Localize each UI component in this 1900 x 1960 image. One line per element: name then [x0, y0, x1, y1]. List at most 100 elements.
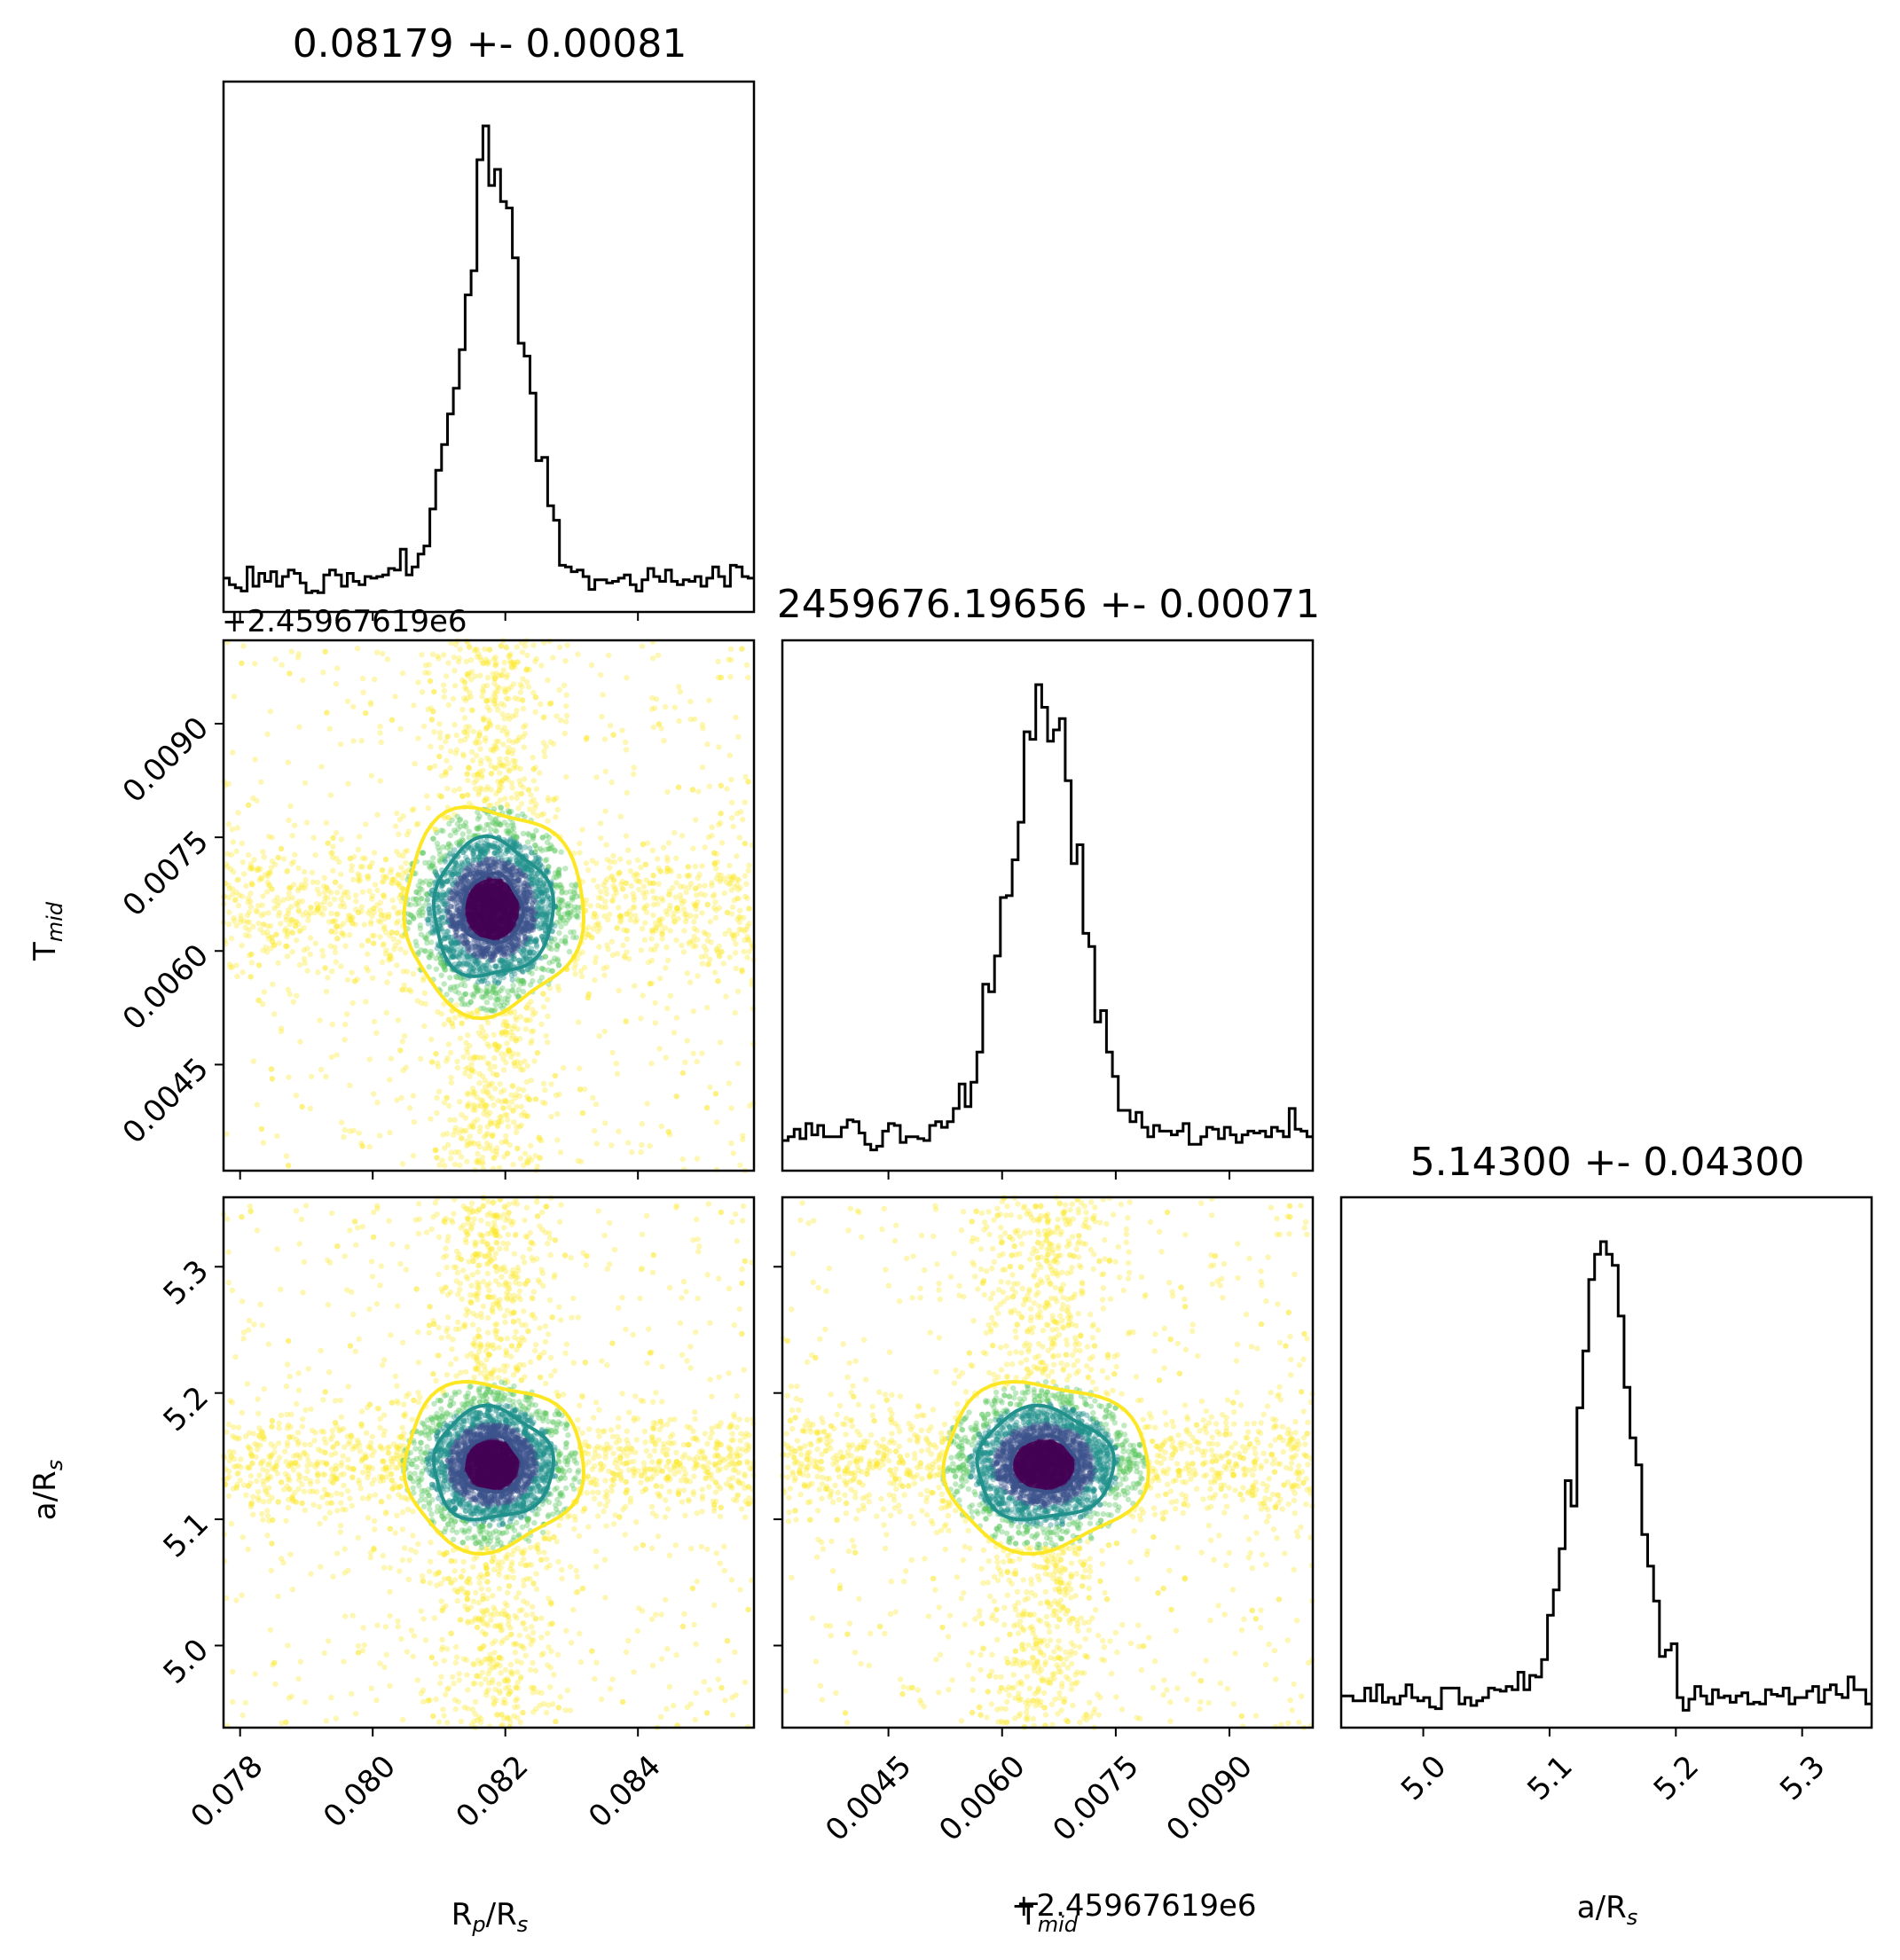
scatter-point	[731, 898, 737, 904]
scatter-point	[353, 898, 359, 905]
scatter-point	[609, 952, 616, 959]
scatter-point	[464, 670, 470, 678]
scatter-point	[738, 927, 745, 933]
scatter-point	[687, 717, 694, 723]
scatter-point	[338, 963, 344, 969]
scatter-point	[651, 705, 658, 711]
scatter-point	[492, 675, 499, 682]
scatter-point	[433, 1051, 439, 1057]
scatter-point	[514, 795, 521, 802]
scatter-point	[610, 732, 616, 738]
scatter-point	[666, 888, 673, 894]
scatter-point	[683, 889, 689, 896]
scatter-point	[450, 871, 456, 878]
scatter-point	[446, 820, 452, 827]
scatter-point	[506, 695, 512, 702]
scatter-point	[469, 992, 475, 998]
scatter-point	[632, 983, 638, 989]
scatter-point	[522, 863, 528, 870]
scatter-point	[444, 929, 451, 935]
scatter-point	[720, 960, 726, 967]
scatter-point	[448, 1074, 454, 1081]
scatter-point	[556, 866, 562, 873]
scatter-point	[260, 893, 266, 899]
scatter-point	[258, 779, 264, 785]
scatter-point	[597, 820, 604, 827]
scatter-point	[502, 1098, 509, 1105]
scatter-point	[726, 752, 733, 758]
scatter-point	[499, 963, 506, 969]
scatter-point	[648, 1060, 655, 1067]
scatter-point	[447, 748, 454, 755]
scatter-point	[739, 968, 745, 976]
scatter-point	[421, 948, 428, 954]
scatter-point	[476, 1070, 483, 1078]
scatter-point	[283, 1153, 290, 1159]
scatter-point	[475, 1158, 483, 1164]
scatter-point	[377, 907, 383, 913]
scatter-point	[299, 1103, 305, 1110]
scatter-point	[321, 874, 327, 881]
scatter-point	[374, 1100, 381, 1106]
scatter-point	[501, 867, 507, 874]
scatter-point	[337, 741, 344, 748]
scatter-point	[381, 894, 388, 900]
scatter-point	[441, 694, 447, 701]
scatter-point	[520, 830, 527, 837]
scatter-point	[304, 945, 310, 952]
scatter-point	[530, 766, 537, 772]
scatter-point	[676, 684, 682, 690]
scatter-point	[373, 1030, 380, 1036]
scatter-point	[355, 909, 362, 916]
scatter-point	[624, 928, 630, 934]
scatter-point	[459, 793, 466, 799]
scatter-point	[319, 947, 326, 954]
scatter-point	[456, 843, 462, 849]
scatter-point	[497, 821, 504, 828]
scatter-point	[705, 834, 712, 841]
title-tmid: 2459676.19656 +- 0.00071	[777, 582, 1321, 627]
scatter-point	[501, 963, 507, 970]
scatter-point	[441, 1021, 447, 1028]
scatter-point	[226, 909, 232, 915]
scatter-point	[436, 721, 443, 727]
scatter-point	[679, 942, 685, 949]
scatter-point	[448, 953, 455, 960]
scatter-point	[448, 1149, 454, 1156]
scatter-point	[345, 698, 351, 704]
scatter-point	[274, 1133, 280, 1140]
scatter-point	[336, 858, 342, 866]
scatter-point	[558, 923, 564, 930]
scatter-point	[715, 872, 722, 878]
scatter-point	[649, 847, 656, 853]
scatter-point	[597, 671, 604, 678]
scatter-point	[287, 991, 293, 998]
scatter-point	[699, 764, 706, 771]
scatter-point	[320, 669, 326, 676]
scatter-point	[528, 799, 534, 805]
scatter-point	[547, 700, 554, 706]
scatter-point	[634, 857, 641, 864]
scatter-point	[284, 930, 291, 937]
scatter-point	[488, 771, 495, 777]
scatter-point	[556, 929, 562, 937]
scatter-point	[573, 913, 580, 920]
scatter-point	[436, 655, 442, 662]
scatter-point	[540, 991, 546, 997]
scatter-point	[459, 888, 465, 894]
scatter-point	[726, 1080, 732, 1086]
scatter-point	[504, 803, 511, 810]
scatter-point	[444, 878, 451, 884]
scatter-point	[543, 913, 549, 921]
scatter-point	[532, 658, 538, 665]
scatter-point	[639, 926, 646, 932]
scatter-point	[429, 929, 436, 936]
scatter-point	[525, 917, 531, 923]
scatter-point	[338, 836, 345, 843]
scatter-point	[505, 869, 511, 875]
scatter-point	[476, 1128, 483, 1135]
scatter-point	[438, 914, 445, 921]
scatter-point	[592, 976, 598, 984]
scatter-point	[470, 1089, 476, 1095]
scatter-point	[464, 962, 470, 968]
